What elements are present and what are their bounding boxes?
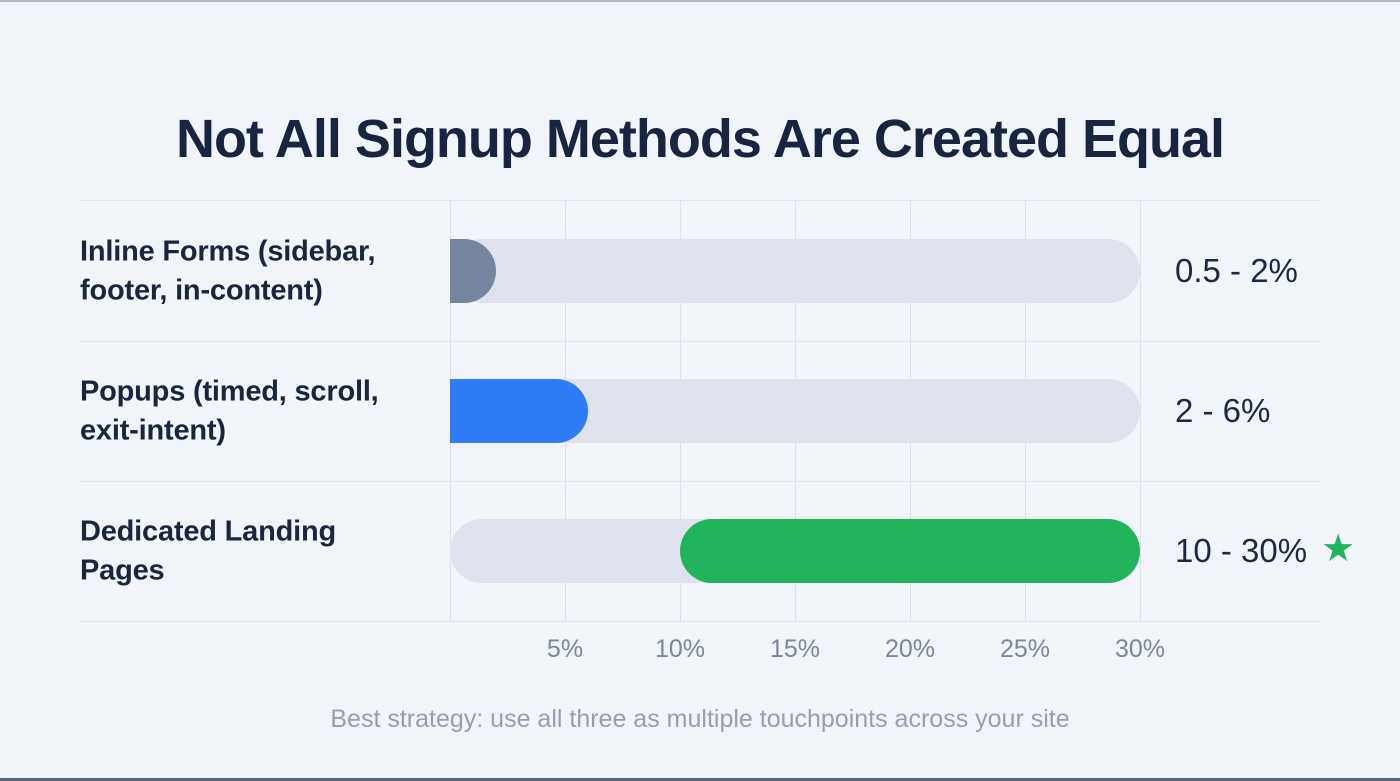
top-edge-divider bbox=[0, 0, 1400, 2]
row-label-line1: Popups (timed, scroll, bbox=[80, 375, 379, 408]
bar-row: Inline Forms (sidebar, footer, in-conten… bbox=[80, 201, 1320, 342]
row-value: 0.5 - 2% bbox=[1175, 252, 1298, 290]
bar-track bbox=[450, 239, 1140, 303]
x-tick-label: 5% bbox=[546, 635, 584, 663]
row-value: 2 - 6% bbox=[1175, 392, 1270, 430]
x-tick-label: 25% bbox=[999, 635, 1051, 663]
bar-fill bbox=[450, 239, 496, 303]
x-tick-label: 20% bbox=[884, 635, 936, 663]
x-tick-label: 10% bbox=[654, 635, 706, 663]
bar-fill bbox=[450, 379, 588, 443]
star-icon: ★ bbox=[1321, 528, 1356, 570]
range-value-text: 0.5 - 2% bbox=[1175, 252, 1298, 289]
bar-track bbox=[450, 379, 1140, 443]
row-label: Popups (timed, scroll, exit-intent) bbox=[80, 372, 450, 449]
row-label: Dedicated Landing Pages bbox=[80, 512, 450, 589]
bar-track bbox=[450, 519, 1140, 583]
conversion-rate-chart: Inline Forms (sidebar, footer, in-conten… bbox=[80, 200, 1355, 622]
row-label-line1: Dedicated Landing bbox=[80, 515, 337, 548]
row-label-line2: exit-intent) bbox=[80, 414, 226, 446]
x-axis: 5% 10% 15% 20% 25% 30% bbox=[80, 625, 1320, 670]
page-title: Not All Signup Methods Are Created Equal bbox=[175, 109, 1225, 170]
range-value-text: 2 - 6% bbox=[1175, 392, 1271, 429]
bar-row: Popups (timed, scroll, exit-intent) 2 - … bbox=[80, 341, 1320, 482]
footnote-text: Best strategy: use all three as multiple… bbox=[330, 705, 1070, 733]
x-tick-label: 15% bbox=[769, 635, 821, 663]
range-value-text: 10 - 30% bbox=[1175, 532, 1308, 569]
bottom-edge-divider bbox=[0, 778, 1400, 781]
row-label-line2: Pages bbox=[80, 554, 165, 586]
row-value: 10 - 30% ★ bbox=[1175, 528, 1356, 570]
row-label-line2: footer, in-content) bbox=[80, 274, 323, 306]
gridline bbox=[1139, 201, 1141, 621]
row-label: Inline Forms (sidebar, footer, in-conten… bbox=[80, 232, 450, 309]
row-label-line1: Inline Forms (sidebar, bbox=[80, 235, 376, 268]
bar-fill bbox=[680, 519, 1140, 583]
bar-row: Dedicated Landing Pages 10 - 30% ★ bbox=[80, 481, 1355, 622]
x-tick-label: 30% bbox=[1114, 635, 1166, 663]
